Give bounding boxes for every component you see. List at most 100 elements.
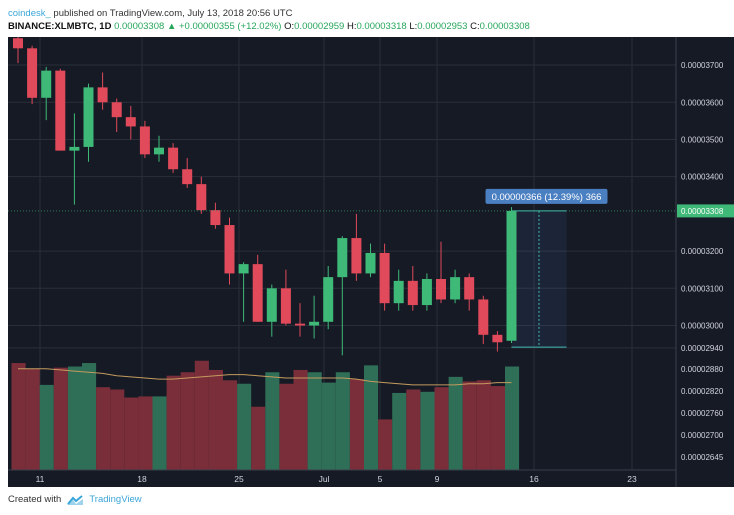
price-tick-label: 0.00002700 bbox=[681, 431, 724, 440]
volume-bar bbox=[53, 367, 68, 470]
close-value: 0.00003308 bbox=[479, 21, 530, 32]
candle-body bbox=[478, 299, 489, 335]
volume-bar bbox=[166, 375, 181, 470]
price-tick-label: 0.00003000 bbox=[681, 322, 724, 331]
volume-bar bbox=[138, 396, 153, 470]
candle-body bbox=[379, 252, 390, 304]
footer: Created with TradingView bbox=[8, 494, 142, 505]
time-axis[interactable]: 11 18 25 Jul 5 9 16 23 bbox=[36, 474, 637, 484]
time-tick-label: 25 bbox=[234, 474, 244, 484]
volume-bar bbox=[364, 365, 379, 470]
open-label: O: bbox=[284, 21, 295, 32]
volume-bar bbox=[208, 369, 223, 470]
volume-bar bbox=[96, 387, 111, 470]
last-price: 0.00003308 bbox=[114, 21, 165, 32]
price-axis-background bbox=[676, 37, 734, 487]
volume-bar bbox=[505, 366, 520, 470]
candle-body bbox=[27, 48, 38, 98]
time-tick-label: 16 bbox=[529, 474, 539, 484]
published-text: published on TradingView.com, July 13, 2… bbox=[53, 8, 293, 19]
candle-body bbox=[450, 277, 461, 300]
price-tick-label: 0.00002940 bbox=[681, 344, 724, 353]
published-line: coindesk_ published on TradingView.com, … bbox=[8, 8, 292, 19]
volume-bar bbox=[406, 389, 421, 470]
volume-bar bbox=[279, 383, 294, 470]
candle-body bbox=[280, 288, 291, 324]
volume-bar bbox=[223, 380, 238, 470]
candle-body bbox=[224, 225, 235, 274]
candle-body bbox=[238, 264, 249, 274]
low-label: L: bbox=[409, 21, 418, 32]
candle-body bbox=[266, 288, 277, 322]
volume-bar bbox=[251, 406, 266, 470]
volume-bar bbox=[194, 360, 209, 470]
candle-body bbox=[464, 277, 475, 300]
price-axis[interactable]: 0.00003700 0.00003600 0.00003500 0.00003400… bbox=[681, 61, 724, 462]
time-tick-label: 9 bbox=[435, 474, 440, 484]
candle-body bbox=[309, 321, 320, 326]
change-arrow-icon: ▲ bbox=[166, 21, 177, 32]
price-tick-label: 0.00003400 bbox=[681, 173, 724, 182]
price-tick-label: 0.00002645 bbox=[681, 453, 724, 462]
price-tick-label: 0.00003200 bbox=[681, 247, 724, 256]
time-tick-label: 23 bbox=[627, 474, 637, 484]
chart-container[interactable]: 0.00000366 (12.39%) 366 0.00003700 0.0000… bbox=[8, 36, 734, 487]
candle-body bbox=[323, 277, 334, 322]
price-range-measure[interactable]: 0.00000366 (12.39%) 366 bbox=[485, 188, 608, 348]
tradingview-logo-icon[interactable] bbox=[67, 494, 84, 505]
price-chart[interactable]: 0.00000366 (12.39%) 366 0.000037000.0000… bbox=[8, 36, 734, 487]
tradingview-link[interactable]: TradingView bbox=[89, 494, 142, 505]
volume-bar bbox=[476, 380, 491, 470]
high-value: 0.00003318 bbox=[356, 21, 407, 32]
author-link[interactable]: coindesk_ bbox=[8, 8, 51, 19]
volume-bar bbox=[39, 384, 54, 470]
candle-body bbox=[13, 38, 23, 49]
volume-bar bbox=[82, 363, 97, 470]
candle-body bbox=[436, 279, 446, 300]
created-with-text: Created with bbox=[8, 494, 62, 505]
time-tick-label: 5 bbox=[378, 474, 383, 484]
volume-bars bbox=[11, 360, 520, 470]
open-value: 0.00002959 bbox=[294, 21, 345, 32]
volume-bar bbox=[25, 368, 40, 470]
volume-bar bbox=[110, 389, 125, 470]
candle-body bbox=[69, 146, 80, 151]
candle-body bbox=[111, 102, 122, 118]
candle-body bbox=[196, 184, 207, 211]
volume-bar bbox=[420, 391, 435, 470]
volume-bar bbox=[321, 382, 336, 470]
symbol-label: BINANCE:XLMBTC, 1D bbox=[8, 21, 112, 32]
volume-bar bbox=[124, 397, 139, 470]
candle-body bbox=[351, 238, 362, 274]
candle-body bbox=[97, 87, 108, 103]
volume-bar bbox=[462, 381, 477, 470]
price-tick-label: 0.00003100 bbox=[681, 284, 724, 293]
candle-body bbox=[506, 210, 517, 341]
candle-body bbox=[337, 238, 348, 278]
time-tick-label: 11 bbox=[36, 474, 45, 484]
volume-bar bbox=[307, 372, 322, 470]
measure-label-box bbox=[485, 188, 608, 204]
volume-bar bbox=[67, 366, 82, 470]
volume-bar bbox=[490, 386, 505, 470]
candle-body bbox=[295, 323, 305, 326]
ohlc-line: BINANCE:XLMBTC, 1D 0.00003308 ▲ +0.00000… bbox=[8, 21, 530, 32]
price-tick-label: 0.00003600 bbox=[681, 98, 724, 107]
volume-bar bbox=[11, 363, 26, 470]
price-tick-label: 0.00002760 bbox=[681, 409, 724, 418]
measure-label: 0.00000366 (12.39%) 366 bbox=[492, 192, 602, 203]
last-price-tag-box bbox=[677, 204, 734, 218]
volume-bar bbox=[335, 372, 350, 470]
volume-moving-average bbox=[18, 368, 512, 386]
last-price-tag: 0.00003308 bbox=[677, 204, 734, 218]
low-value: 0.00002953 bbox=[417, 21, 468, 32]
time-tick-label: 18 bbox=[137, 474, 147, 484]
volume-bar bbox=[378, 419, 393, 470]
candle-body bbox=[210, 210, 221, 226]
candle-body bbox=[83, 87, 94, 147]
volume-bar bbox=[180, 372, 195, 470]
last-price-tag-label: 0.00003308 bbox=[681, 207, 724, 216]
price-tick-label: 0.00002820 bbox=[681, 387, 724, 396]
candle-body bbox=[55, 70, 66, 151]
candle-body bbox=[492, 334, 503, 343]
